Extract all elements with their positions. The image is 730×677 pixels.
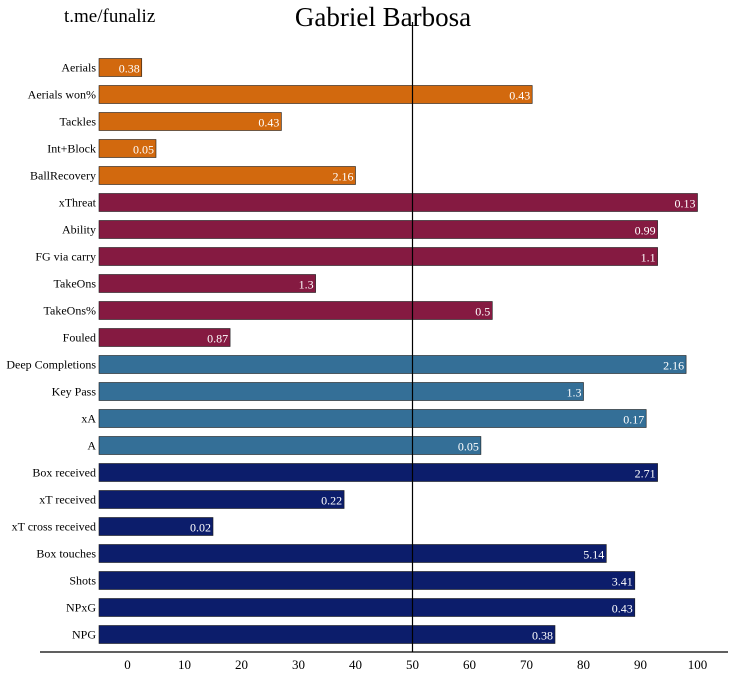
x-tick-label-80: 80	[577, 657, 590, 672]
bar-ballrecovery	[98, 166, 356, 185]
bar-fouled	[98, 328, 231, 347]
category-label-tackles: Tackles	[60, 115, 97, 129]
category-label-xt-cross-received: xT cross received	[12, 520, 96, 534]
value-label-aerials: 0.38	[119, 62, 140, 76]
x-tick-label-50: 50	[406, 657, 419, 672]
value-label-tackles: 0.43	[258, 116, 279, 130]
bar-xt-received	[98, 490, 345, 509]
bar-xa	[98, 409, 647, 428]
bar-aerials-won	[98, 85, 533, 104]
bars-layer: Aerials 0.38 Aerials won% 0.43 Tackles 0.43 In…	[6, 58, 698, 644]
bar-takeons	[98, 274, 316, 293]
value-label-fg-via-carry: 1.1	[641, 251, 656, 265]
x-tick-label-70: 70	[520, 657, 533, 672]
bar-aerials	[98, 58, 143, 77]
bar-a	[98, 436, 482, 455]
value-label-takeons: 0.5	[475, 305, 490, 319]
value-label-ballrecovery: 2.16	[333, 170, 354, 184]
chart-title: Gabriel Barbosa	[294, 2, 472, 32]
x-tick-label-0: 0	[124, 657, 131, 672]
x-tick-label-20: 20	[235, 657, 248, 672]
bar-npxg	[98, 598, 636, 617]
bar-xthreat	[98, 193, 698, 212]
value-label-npxg: 0.43	[612, 602, 633, 616]
bar-key-pass	[98, 382, 584, 401]
x-tick-label-90: 90	[634, 657, 647, 672]
value-label-box-received: 2.71	[635, 467, 656, 481]
category-label-a: A	[87, 439, 96, 453]
category-label-fouled: Fouled	[63, 331, 96, 345]
category-label-aerials: Aerials	[61, 61, 96, 75]
value-label-xt-received: 0.22	[321, 494, 342, 508]
x-tick-label-10: 10	[178, 657, 191, 672]
category-label-ballrecovery: BallRecovery	[30, 169, 96, 183]
bar-shots	[98, 571, 636, 590]
category-label-xt-received: xT received	[39, 493, 96, 507]
value-label-int-block: 0.05	[133, 143, 154, 157]
bar-ability	[98, 220, 658, 239]
bar-npg	[98, 625, 556, 644]
value-label-shots: 3.41	[612, 575, 633, 589]
value-label-xthreat: 0.13	[675, 197, 696, 211]
x-tick-label-100: 100	[688, 657, 708, 672]
value-label-aerials-won: 0.43	[509, 89, 530, 103]
category-label-shots: Shots	[69, 574, 96, 588]
value-label-takeons: 1.3	[299, 278, 314, 292]
bar-box-received	[98, 463, 658, 482]
category-label-npxg: NPxG	[66, 601, 96, 615]
category-label-ability: Ability	[62, 223, 96, 237]
category-label-int-block: Int+Block	[47, 142, 96, 156]
category-label-aerials-won: Aerials won%	[28, 88, 96, 102]
x-tick-label-60: 60	[463, 657, 476, 672]
category-label-npg: NPG	[72, 628, 96, 642]
watermark-text: t.me/funaliz	[64, 6, 156, 27]
category-label-takeons: TakeOns	[54, 277, 97, 291]
value-label-ability: 0.99	[635, 224, 656, 238]
bar-fg-via-carry	[98, 247, 658, 266]
value-label-xt-cross-received: 0.02	[190, 521, 211, 535]
x-ticks-layer: 0 10 20 30 40 50 60 70 80 90 100	[124, 657, 707, 672]
value-label-xa: 0.17	[623, 413, 644, 427]
bar-deep-completions	[98, 355, 687, 374]
x-tick-label-30: 30	[292, 657, 305, 672]
value-label-npg: 0.38	[532, 629, 553, 643]
value-label-a: 0.05	[458, 440, 479, 454]
bar-box-touches	[98, 544, 607, 563]
bar-tackles	[98, 112, 282, 131]
value-label-box-touches: 5.14	[583, 548, 604, 562]
bar-int-block	[98, 139, 157, 158]
x-tick-label-40: 40	[349, 657, 362, 672]
category-label-xa: xA	[81, 412, 96, 426]
category-label-box-received: Box received	[32, 466, 96, 480]
category-label-xthreat: xThreat	[59, 196, 97, 210]
bar-takeons	[98, 301, 493, 320]
value-label-deep-completions: 2.16	[663, 359, 684, 373]
category-label-key-pass: Key Pass	[52, 385, 97, 399]
bar-xt-cross-received	[98, 517, 214, 536]
category-label-box-touches: Box touches	[36, 547, 96, 561]
category-label-fg-via-carry: FG via carry	[35, 250, 96, 264]
category-label-takeons: TakeOns%	[44, 304, 96, 318]
category-label-deep-completions: Deep Completions	[6, 358, 96, 372]
value-label-fouled: 0.87	[207, 332, 228, 346]
value-label-key-pass: 1.3	[567, 386, 582, 400]
